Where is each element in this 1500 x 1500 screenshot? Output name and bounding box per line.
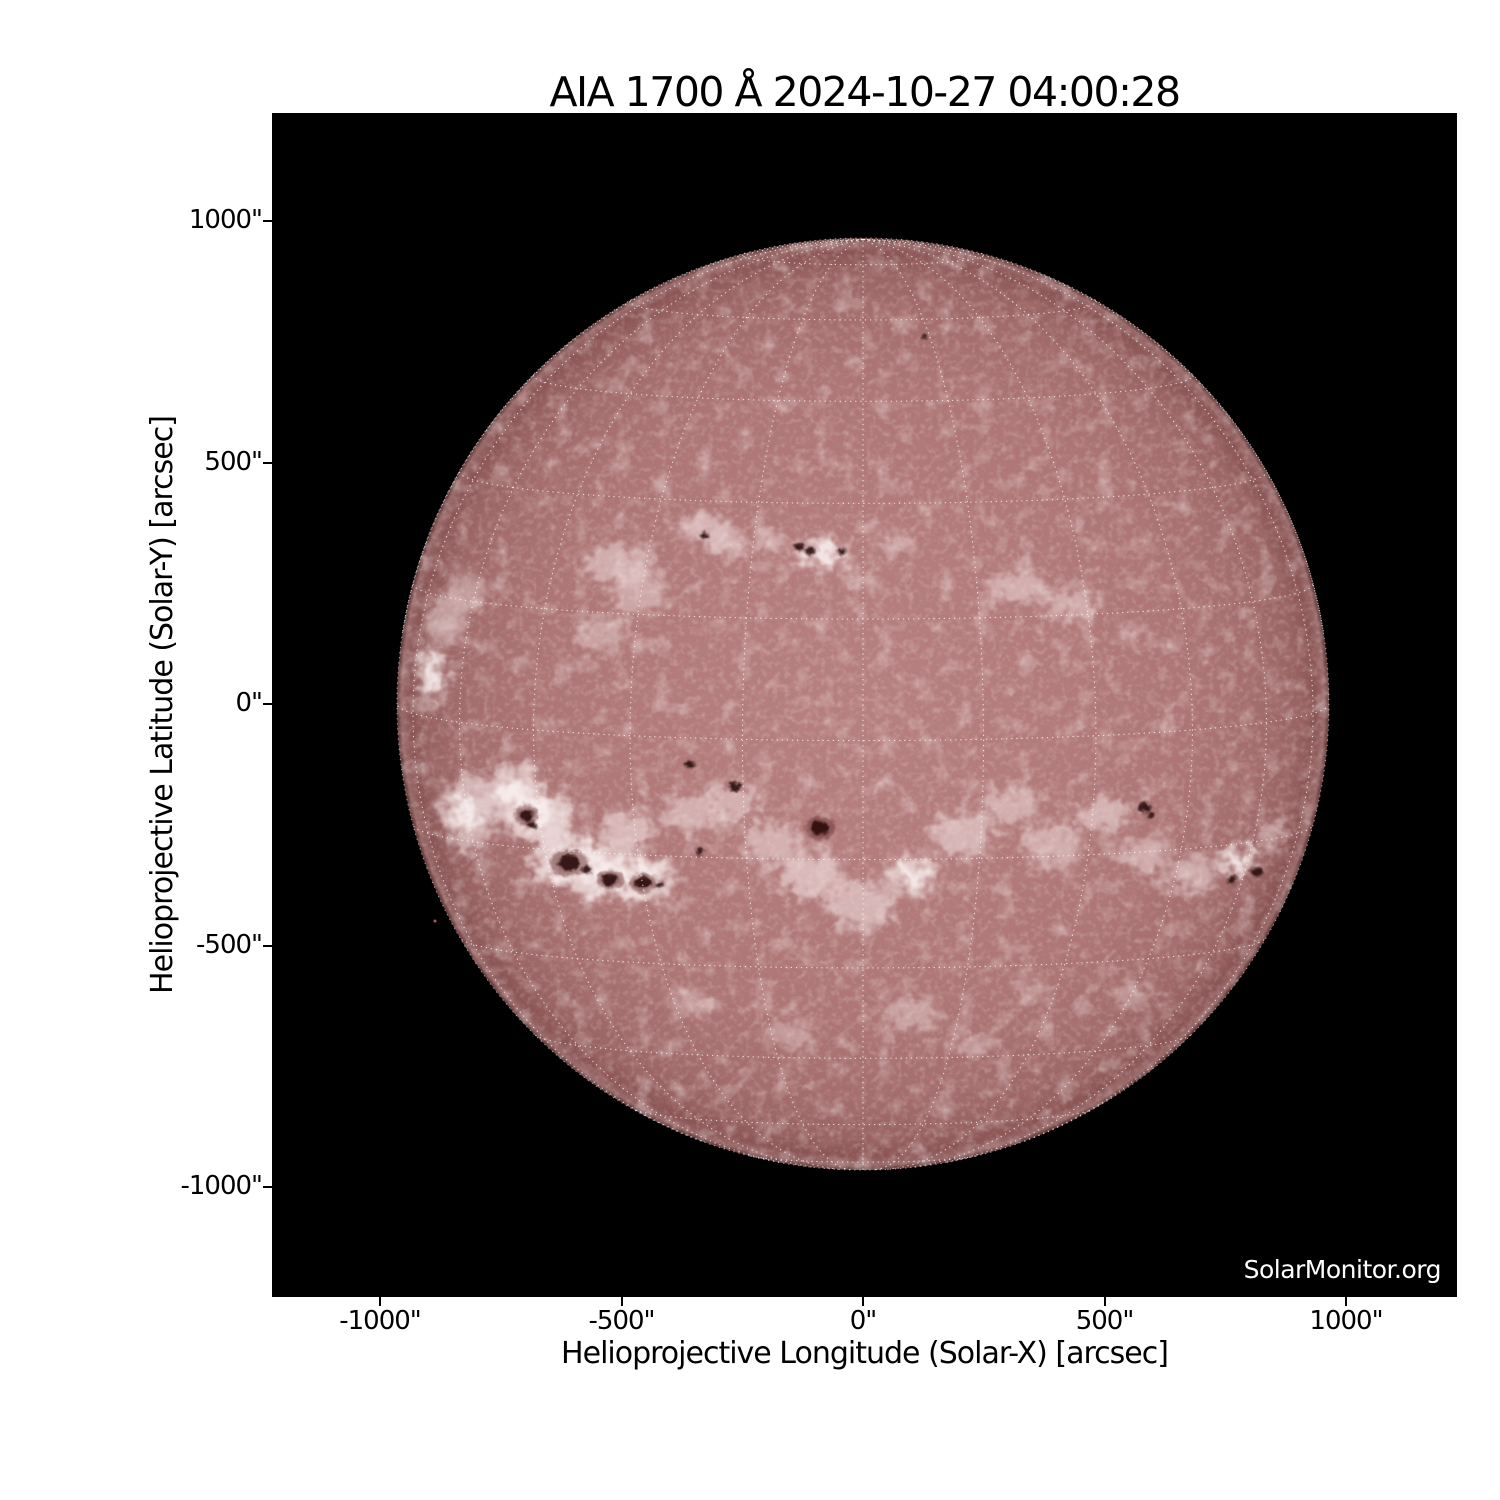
y-tick-label: 1000" bbox=[188, 205, 263, 235]
solar-limb-circle bbox=[396, 237, 1330, 1171]
y-tick-mark bbox=[263, 220, 272, 222]
y-tick-mark bbox=[263, 1186, 272, 1188]
y-tick-label: 500" bbox=[204, 446, 263, 477]
x-tick-label: 1000" bbox=[1309, 1306, 1383, 1336]
artifact-dot bbox=[433, 919, 437, 923]
y-tick-mark bbox=[263, 461, 272, 464]
x-tick-label: -500" bbox=[588, 1306, 656, 1336]
sunspot-layer bbox=[514, 335, 1263, 894]
x-tick-mark bbox=[620, 1297, 623, 1306]
heliographic-grid bbox=[397, 238, 1329, 1171]
x-tick-label: -1000" bbox=[339, 1306, 422, 1336]
x-tick-label: 500" bbox=[1075, 1306, 1135, 1336]
plot-area: SolarMonitor.org bbox=[272, 113, 1457, 1297]
x-tick-label: 0" bbox=[849, 1306, 878, 1336]
x-tick-mark bbox=[1103, 1297, 1106, 1306]
y-tick-label: -500" bbox=[196, 929, 263, 960]
y-tick-label: -1000" bbox=[180, 1171, 263, 1201]
x-tick-mark bbox=[1345, 1297, 1347, 1306]
x-tick-mark bbox=[862, 1297, 864, 1306]
x-tick-mark bbox=[379, 1297, 381, 1306]
solar-disk-svg bbox=[272, 113, 1457, 1297]
x-axis-label: Helioprojective Longitude (Solar-X) [arc… bbox=[561, 1336, 1169, 1371]
watermark: SolarMonitor.org bbox=[1243, 1255, 1442, 1284]
granulation-noise-dark bbox=[397, 238, 1329, 1170]
y-tick-mark bbox=[263, 703, 272, 705]
y-tick-mark bbox=[263, 944, 272, 947]
y-tick-label: 0" bbox=[235, 688, 263, 718]
page-title: AIA 1700 Å 2024-10-27 04:00:28 bbox=[549, 68, 1181, 116]
